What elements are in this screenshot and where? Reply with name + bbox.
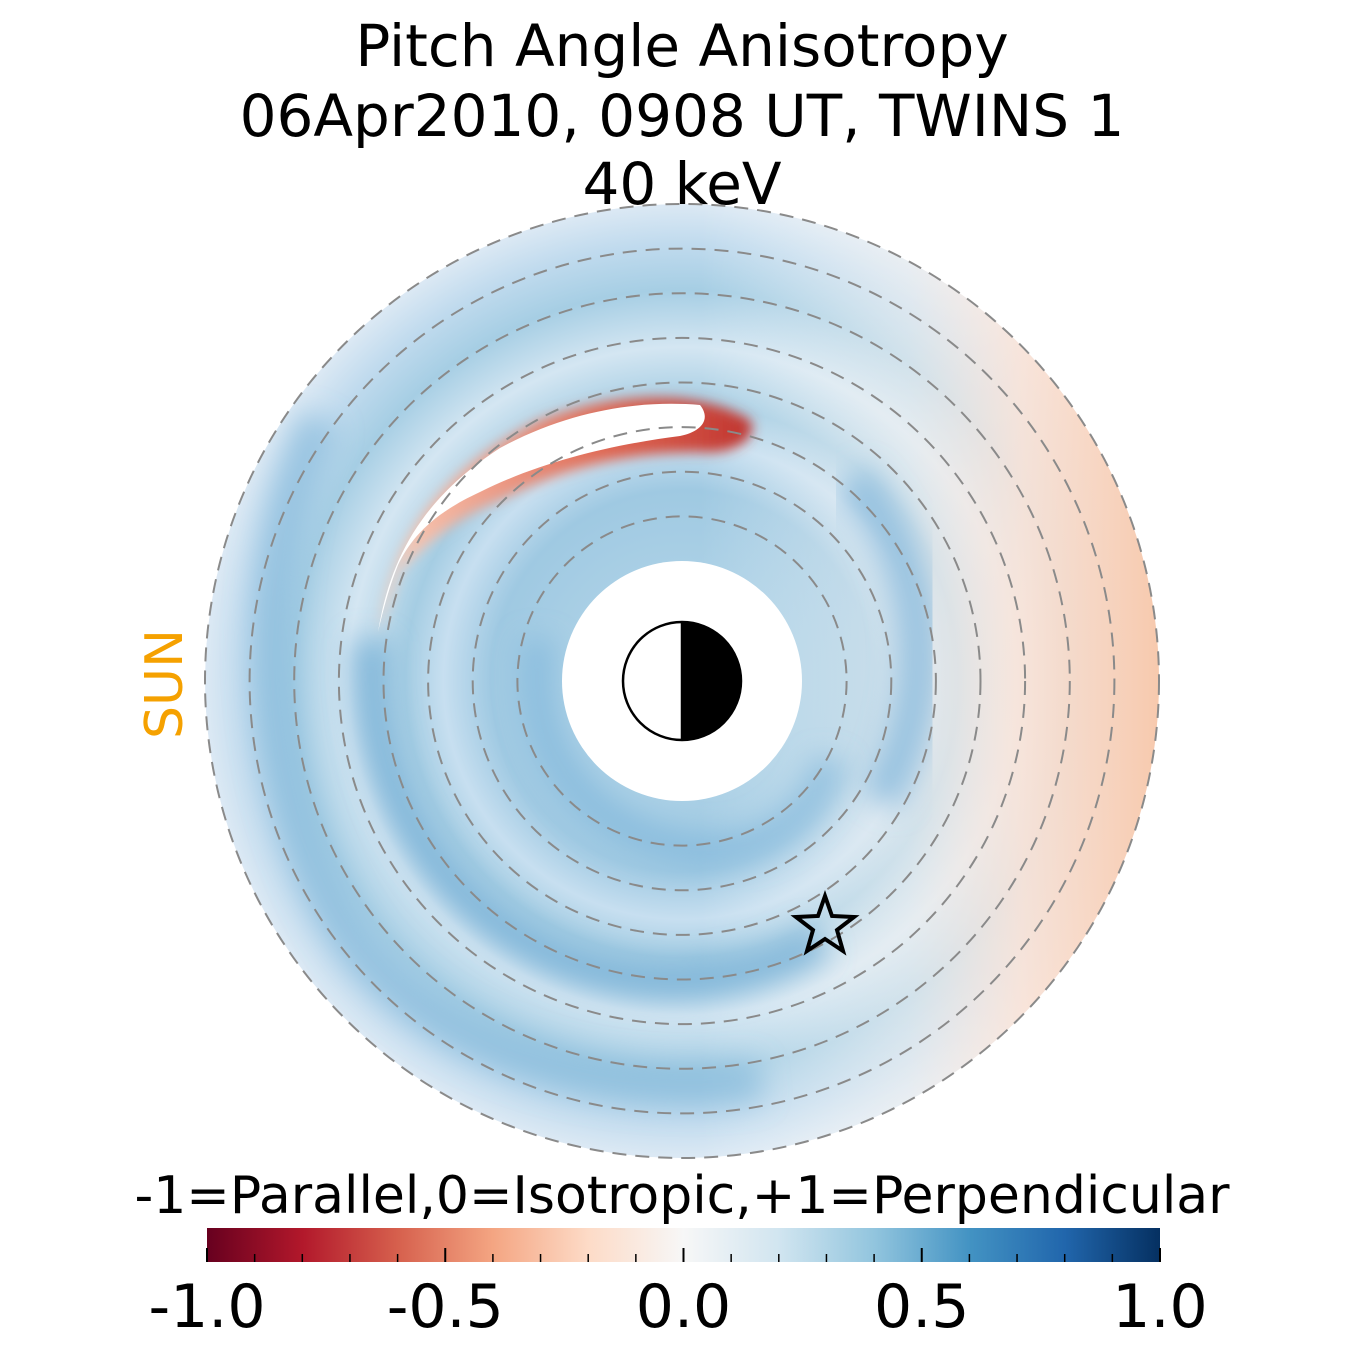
colorbar-tick-label: -0.5 [387, 1272, 504, 1342]
chart-title-line-1: Pitch Angle Anisotropy [355, 12, 1008, 80]
distance-ring [427, 426, 937, 936]
distance-rings [204, 203, 1160, 1159]
earth-nightside [682, 622, 741, 740]
heatmap-band-dusk [835, 465, 939, 811]
sun-direction-label: SUN [135, 629, 195, 739]
earth-marker [621, 620, 743, 742]
spacecraft-star-marker [790, 889, 860, 956]
chart-title-line-2: 06Apr2010, 0908 UT, TWINS 1 [240, 82, 1125, 150]
distance-ring [516, 515, 848, 847]
distance-ring [471, 470, 893, 892]
colorbar-tick-label: 0.0 [636, 1272, 731, 1342]
distance-ring [337, 336, 1027, 1026]
distance-ring [382, 381, 982, 981]
distance-ring [204, 203, 1160, 1159]
colorbar-tick-label: 1.0 [1112, 1272, 1207, 1342]
colorbar-tick-label: 0.5 [874, 1272, 969, 1342]
distance-ring [293, 292, 1071, 1070]
colorbar-tick-label: -1.0 [148, 1272, 265, 1342]
colorbar-tick-labels: -1.0 -0.5 0.0 0.5 1.0 [148, 1272, 1207, 1342]
heatmap-band-outer-dawn [251, 411, 763, 1105]
distance-ring [248, 247, 1116, 1115]
heatmap-band-dawn [352, 638, 830, 1000]
colorbar-ticks [206, 1248, 1161, 1262]
colorbar-label: -1=Parallel,0=Isotropic,+1=Perpendicular [134, 1166, 1230, 1226]
